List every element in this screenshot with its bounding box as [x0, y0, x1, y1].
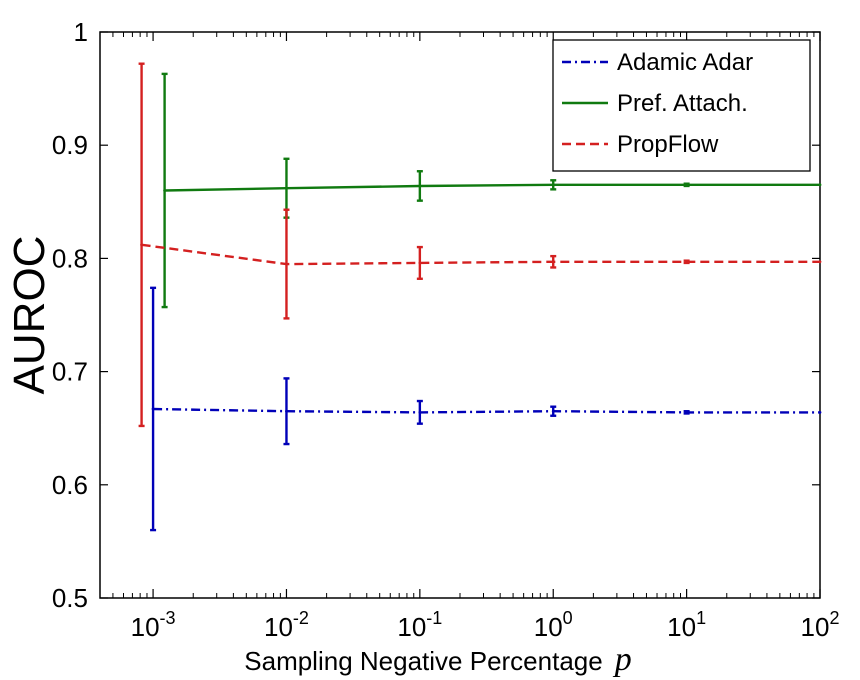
x-axis-label-text: Sampling Negative Percentage [244, 646, 602, 676]
series-propflow [138, 62, 822, 428]
x-tick-exponent: -2 [293, 608, 309, 628]
series-layer [138, 62, 822, 532]
y-tick-label: 0.6 [52, 470, 88, 500]
data-point [285, 409, 288, 413]
x-tick-base: 10 [264, 612, 293, 642]
x-axis-label: Sampling Negative Percentage p [244, 641, 631, 678]
x-tick-exponent: -1 [426, 608, 442, 628]
series-adamic-adar [150, 286, 822, 532]
x-tick-label: 101 [667, 608, 706, 642]
x-tick-base: 10 [667, 612, 696, 642]
data-point [418, 184, 422, 188]
y-tick-label: 1 [74, 17, 88, 47]
x-tick-label: 102 [801, 608, 840, 642]
data-point [685, 183, 689, 187]
data-point [551, 183, 555, 187]
series-line [141, 243, 820, 266]
x-tick-label: 10-2 [264, 608, 309, 642]
data-point [685, 410, 689, 414]
y-tick-label: 0.5 [52, 583, 88, 613]
series-line [164, 183, 820, 192]
data-point [285, 262, 288, 266]
x-tick-exponent: -3 [160, 608, 176, 628]
legend-label: Adamic Adar [617, 49, 753, 76]
data-point [140, 243, 143, 247]
x-tick-base: 10 [801, 612, 830, 642]
data-point [551, 409, 555, 413]
x-tick-exponent: 2 [829, 608, 839, 628]
x-tick-label: 10-1 [397, 608, 442, 642]
legend-label: Pref. Attach. [617, 90, 748, 117]
y-tick-label: 0.9 [52, 130, 88, 160]
y-tick-label: 0.8 [52, 243, 88, 273]
data-point [285, 186, 288, 190]
x-tick-base: 10 [534, 612, 563, 642]
series-line [153, 407, 820, 414]
legend-label: PropFlow [617, 131, 719, 158]
x-tick-label: 10-3 [131, 608, 176, 642]
data-point [551, 260, 555, 264]
data-point [163, 189, 166, 192]
y-axis-label: AUROC [5, 236, 54, 395]
x-tick-exponent: 1 [696, 608, 706, 628]
x-tick-base: 10 [131, 612, 160, 642]
axis-labels: Sampling Negative Percentage p AUROC [5, 236, 632, 678]
legend: Adamic Adar Pref. Attach. PropFlow [552, 39, 811, 172]
x-axis-symbol: p [613, 641, 632, 678]
x-tick-label: 100 [534, 608, 573, 642]
x-tick-base: 10 [397, 612, 426, 642]
data-point [685, 260, 689, 264]
data-point [418, 261, 422, 265]
data-point [418, 410, 422, 414]
data-point [818, 260, 822, 264]
data-point [818, 183, 822, 187]
x-tick-exponent: 0 [563, 608, 573, 628]
y-tick-label: 0.7 [52, 357, 88, 387]
data-point [818, 410, 822, 414]
data-point [151, 407, 155, 411]
